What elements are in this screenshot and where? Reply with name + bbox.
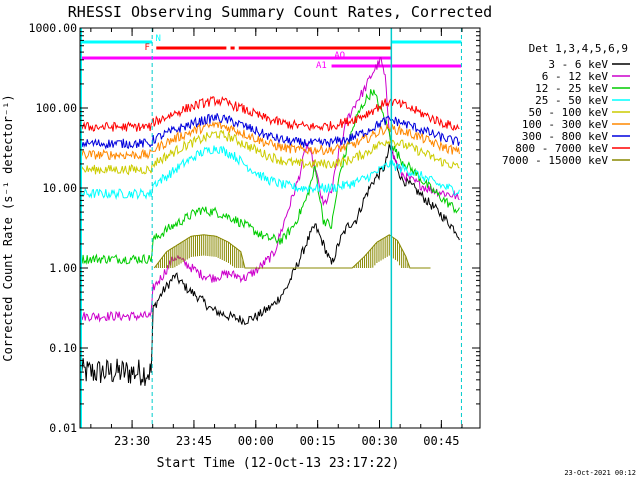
legend-label-7000-15000-kev: 7000 - 15000 keV xyxy=(502,154,608,167)
y-tick-label: 10.00 xyxy=(42,181,77,195)
y-tick-label: 0.01 xyxy=(49,421,77,435)
series-line-300-800-kev xyxy=(80,113,460,150)
series-line-25-50-kev xyxy=(80,145,460,201)
x-tick-label: 00:15 xyxy=(300,434,336,448)
legend-label-50-100-kev: 50 - 100 keV xyxy=(529,106,609,119)
legend-label-3-6-kev: 3 - 6 keV xyxy=(548,58,608,71)
x-axis: 23:30 23:45 00:00 00:15 00:30 00:45 xyxy=(90,28,463,448)
legend-label-300-800-kev: 300 - 800 keV xyxy=(522,130,608,143)
x-tick-label: 23:30 xyxy=(114,434,150,448)
flag-label-n: N xyxy=(155,34,160,44)
timestamp: 23-Oct-2021 00:12 xyxy=(564,469,636,477)
legend-label-800-7000-kev: 800 - 7000 keV xyxy=(515,142,608,155)
series-line-800-7000-kev xyxy=(80,96,460,132)
x-tick-label: 00:30 xyxy=(361,434,397,448)
x-tick-label: 23:45 xyxy=(176,434,212,448)
series-line-100-300-kev xyxy=(80,120,460,160)
series-line-6-12-kev xyxy=(80,56,460,323)
y-tick-label: 1.00 xyxy=(49,261,77,275)
x-tick-label: 00:45 xyxy=(423,434,459,448)
x-tick-label: 00:00 xyxy=(238,434,274,448)
series-line-7000-15000-kev xyxy=(153,234,431,269)
series-line-12-25-kev xyxy=(80,89,460,265)
flag-label-aq: AQ xyxy=(334,51,345,61)
legend-label-100-300-kev: 100 - 300 keV xyxy=(522,118,608,131)
x-axis-label: Start Time (12-Oct-13 23:17:22) xyxy=(157,456,400,471)
legend-label-6-12-kev: 6 - 12 keV xyxy=(542,70,609,83)
flag-label-f: F xyxy=(145,43,150,53)
series-layer xyxy=(80,56,460,386)
legend-label-25-50-kev: 25 - 50 keV xyxy=(535,94,608,107)
legend-label-12-25-kev: 12 - 25 keV xyxy=(535,82,608,95)
series-line-50-100-kev xyxy=(80,129,460,176)
y-tick-label: 100.00 xyxy=(35,101,77,115)
plot-frame xyxy=(79,27,481,429)
chart-title: RHESSI Observing Summary Count Rates, Co… xyxy=(68,3,492,21)
flags-layer: NF AQ A1 xyxy=(80,34,462,71)
legend-title: Det 1,3,4,5,6,9 xyxy=(529,42,628,55)
y-tick-label: 0.10 xyxy=(49,341,77,355)
flag-label-a1: A1 xyxy=(316,61,327,71)
y-axis-label: Corrected Count Rate (s⁻¹ detector⁻¹) xyxy=(1,94,15,361)
y-tick-label: 1000.00 xyxy=(29,21,78,35)
y-axis: 0.01 0.10 1.00 10.00 100.00 1000.00 xyxy=(29,21,480,435)
